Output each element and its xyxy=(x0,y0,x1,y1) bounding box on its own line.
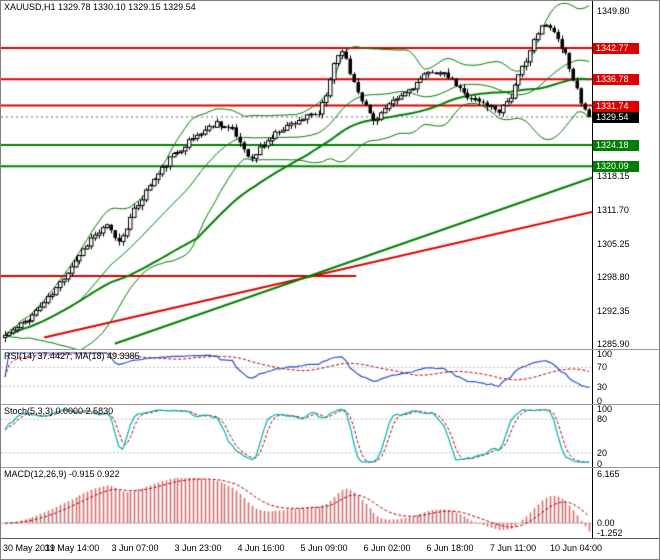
axis-price-label: 1318.15 xyxy=(597,171,630,181)
rsi-axis-label: 100 xyxy=(597,349,613,359)
stoch-axis-label: 20 xyxy=(597,448,608,458)
axis-price-label: 1298.80 xyxy=(597,272,630,282)
macd-panel: MACD(12,26,9) -0.915 0.922 xyxy=(1,468,593,538)
time-axis-label: 6 Jun 02:00 xyxy=(363,543,411,553)
rsi-canvas[interactable] xyxy=(1,350,593,404)
price-level-badge: 1324.18 xyxy=(593,140,639,151)
time-axis-label: 30 May 2019 xyxy=(3,543,56,553)
time-axis-label: 10 Jun 04:00 xyxy=(549,543,603,553)
time-axis-separator[interactable] xyxy=(1,538,659,539)
main-chart-canvas[interactable] xyxy=(1,1,593,349)
panel-separator[interactable] xyxy=(1,467,659,468)
axis-price-label: 1285.90 xyxy=(597,339,630,349)
stoch-axis-label: 80 xyxy=(597,414,608,424)
time-axis-label: 6 Jun 18:00 xyxy=(426,543,474,553)
axis-price-label: 1349.80 xyxy=(597,6,630,16)
axis-price-label: 1305.25 xyxy=(597,239,630,249)
rsi-axis-label: 70 xyxy=(597,362,608,372)
time-axis-label: 31 May 14:00 xyxy=(44,543,100,553)
rsi-indicator-label: RSI(14) 37.4427, MA(18) 49.3385 xyxy=(4,351,140,361)
price-level-badge: 1320.09 xyxy=(593,161,639,172)
time-axis-label: 4 Jun 16:00 xyxy=(237,543,285,553)
rsi-panel: RSI(14) 37.4427, MA(18) 49.3385 xyxy=(1,350,593,404)
stochastic-canvas[interactable] xyxy=(1,405,593,467)
panel-separator[interactable] xyxy=(1,349,659,350)
macd-axis-label: 6.165 xyxy=(597,469,620,479)
price-level-badge: 1342.77 xyxy=(593,43,639,54)
panel-separator[interactable] xyxy=(1,404,659,405)
stochastic-panel: Stoch(5,3,3) 0.0000 2.5830 xyxy=(1,405,593,467)
stochastic-indicator-label: Stoch(5,3,3) 0.0000 2.5830 xyxy=(4,406,114,416)
time-axis-label: 3 Jun 07:00 xyxy=(111,543,159,553)
chart-title: XAUUSD,H1 1329.78 1330.10 1329.15 1329.5… xyxy=(4,2,196,12)
macd-canvas[interactable] xyxy=(1,468,593,538)
macd-axis-label: -1.252 xyxy=(597,528,623,538)
time-axis-label: 5 Jun 09:00 xyxy=(300,543,348,553)
time-axis-label: 3 Jun 23:00 xyxy=(174,543,222,553)
main-chart-panel: XAUUSD,H1 1329.78 1330.10 1329.15 1329.5… xyxy=(1,1,593,349)
macd-axis-label: 0.00 xyxy=(597,518,615,528)
price-level-badge: 1331.74 xyxy=(593,101,639,112)
stoch-axis-label: 100 xyxy=(597,404,613,414)
time-axis[interactable]: 30 May 2019 31 May 14:00 3 Jun 07:00 3 Jun … xyxy=(1,539,659,559)
price-axis[interactable]: 1349.80 1318.15 1311.70 1305.25 1298.80 1292.… xyxy=(592,1,659,559)
axis-price-label: 1292.35 xyxy=(597,306,630,316)
stoch-axis-label: 0 xyxy=(597,459,603,469)
time-axis-label: 7 Jun 11:00 xyxy=(489,543,537,553)
axis-price-label: 1311.70 xyxy=(597,205,629,215)
macd-indicator-label: MACD(12,26,9) -0.915 0.922 xyxy=(4,469,120,479)
rsi-axis-label: 30 xyxy=(597,382,608,392)
price-level-badge: 1336.78 xyxy=(593,74,639,85)
rsi-axis-label: 0 xyxy=(597,396,603,406)
current-price-badge: 1329.54 xyxy=(593,112,639,123)
